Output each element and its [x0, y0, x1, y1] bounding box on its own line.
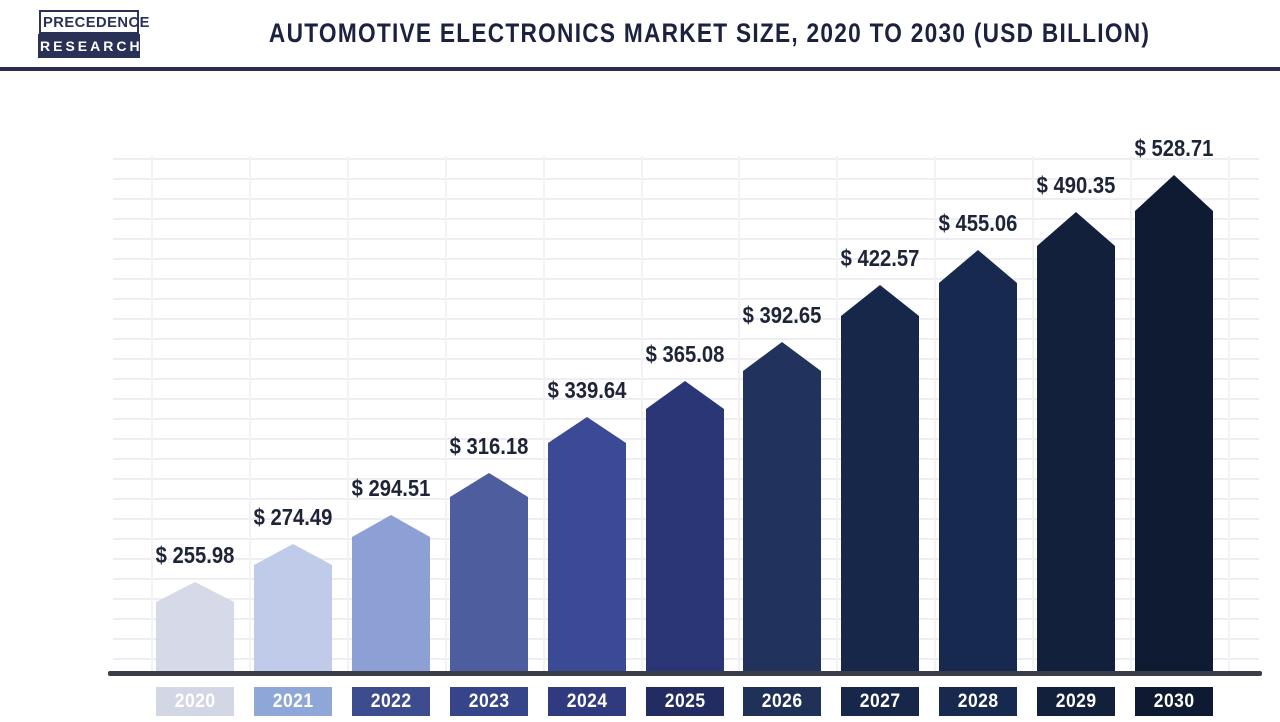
- gridline-horizontal: [113, 358, 1259, 360]
- year-label-2026: 2026: [743, 687, 821, 716]
- year-label-2021: 2021: [254, 687, 332, 716]
- value-label-2028: $ 455.06: [938, 210, 1018, 236]
- value-label-2025: $ 365.08: [645, 341, 725, 367]
- bar-2022: [352, 515, 430, 672]
- gridline-vertical: [151, 156, 153, 672]
- year-label-text: 2025: [664, 691, 706, 712]
- header: PRECEDENCE RESEARCH AUTOMOTIVE ELECTRONI…: [0, 0, 1280, 67]
- year-label-text: 2023: [468, 691, 510, 712]
- year-label-text: 2022: [370, 691, 412, 712]
- year-label-text: 2030: [1153, 691, 1195, 712]
- year-label-2030: 2030: [1135, 687, 1213, 716]
- year-label-2029: 2029: [1037, 687, 1115, 716]
- gridline-vertical: [347, 156, 349, 672]
- year-label-text: 2024: [566, 691, 608, 712]
- gridline-horizontal: [113, 378, 1259, 380]
- value-label-2022: $ 294.51: [351, 475, 431, 501]
- bar-2023: [450, 473, 528, 672]
- year-label-text: 2020: [174, 691, 216, 712]
- value-label-2030: $ 528.71: [1134, 135, 1214, 161]
- value-label-2024: $ 339.64: [547, 377, 627, 403]
- value-label-2020: $ 255.98: [155, 542, 235, 568]
- year-label-text: 2026: [761, 691, 803, 712]
- value-label-2026: $ 392.65: [742, 302, 822, 328]
- bar-2030: [1135, 175, 1213, 672]
- bar-2027: [841, 285, 919, 672]
- year-label-2028: 2028: [939, 687, 1017, 716]
- gridline-horizontal: [113, 298, 1259, 300]
- year-label-2022: 2022: [352, 687, 430, 716]
- year-label-2027: 2027: [841, 687, 919, 716]
- gridline-vertical: [249, 156, 251, 672]
- x-axis-line: [108, 671, 1262, 676]
- gridline-vertical: [641, 156, 643, 672]
- gridline-horizontal: [113, 158, 1259, 160]
- year-label-text: 2028: [957, 691, 999, 712]
- year-label-text: 2029: [1055, 691, 1097, 712]
- gridline-vertical: [1130, 156, 1132, 672]
- gridline-horizontal: [113, 178, 1259, 180]
- bar-2025: [646, 381, 724, 672]
- year-label-text: 2027: [859, 691, 901, 712]
- value-label-2027: $ 422.57: [840, 245, 920, 271]
- year-label-2020: 2020: [156, 687, 234, 716]
- bar-2024: [548, 417, 626, 672]
- bar-2026: [743, 342, 821, 672]
- gridline-vertical: [1032, 156, 1034, 672]
- gridline-vertical: [934, 156, 936, 672]
- brand-logo: PRECEDENCE RESEARCH: [38, 9, 149, 58]
- gridline-vertical: [836, 156, 838, 672]
- year-label-2023: 2023: [450, 687, 528, 716]
- header-divider: [0, 67, 1280, 71]
- gridline-horizontal: [113, 318, 1259, 320]
- value-label-2021: $ 274.49: [253, 504, 333, 530]
- title-wrap: AUTOMOTIVE ELECTRONICS MARKET SIZE, 2020…: [140, 18, 1280, 49]
- gridline-horizontal: [113, 338, 1259, 340]
- gridline-horizontal: [113, 198, 1259, 200]
- gridline-vertical: [445, 156, 447, 672]
- gridline-horizontal: [113, 258, 1259, 260]
- year-label-2025: 2025: [646, 687, 724, 716]
- year-label-2024: 2024: [548, 687, 626, 716]
- value-label-2029: $ 490.35: [1036, 172, 1116, 198]
- gridline-vertical: [543, 156, 545, 672]
- gridline-vertical: [738, 156, 740, 672]
- brand-logo-line2: RESEARCH: [38, 33, 140, 58]
- gridline-horizontal: [113, 238, 1259, 240]
- bar-2029: [1037, 212, 1115, 672]
- bar-2021: [254, 544, 332, 672]
- bar-2020: [156, 582, 234, 672]
- gridline-horizontal: [113, 278, 1259, 280]
- chart-title: AUTOMOTIVE ELECTRONICS MARKET SIZE, 2020…: [269, 18, 1151, 48]
- gridline-vertical: [1228, 156, 1230, 672]
- brand-logo-line1: PRECEDENCE: [39, 9, 149, 34]
- year-label-text: 2021: [272, 691, 314, 712]
- value-label-2023: $ 316.18: [449, 433, 529, 459]
- bar-2028: [939, 250, 1017, 672]
- gridline-horizontal: [113, 218, 1259, 220]
